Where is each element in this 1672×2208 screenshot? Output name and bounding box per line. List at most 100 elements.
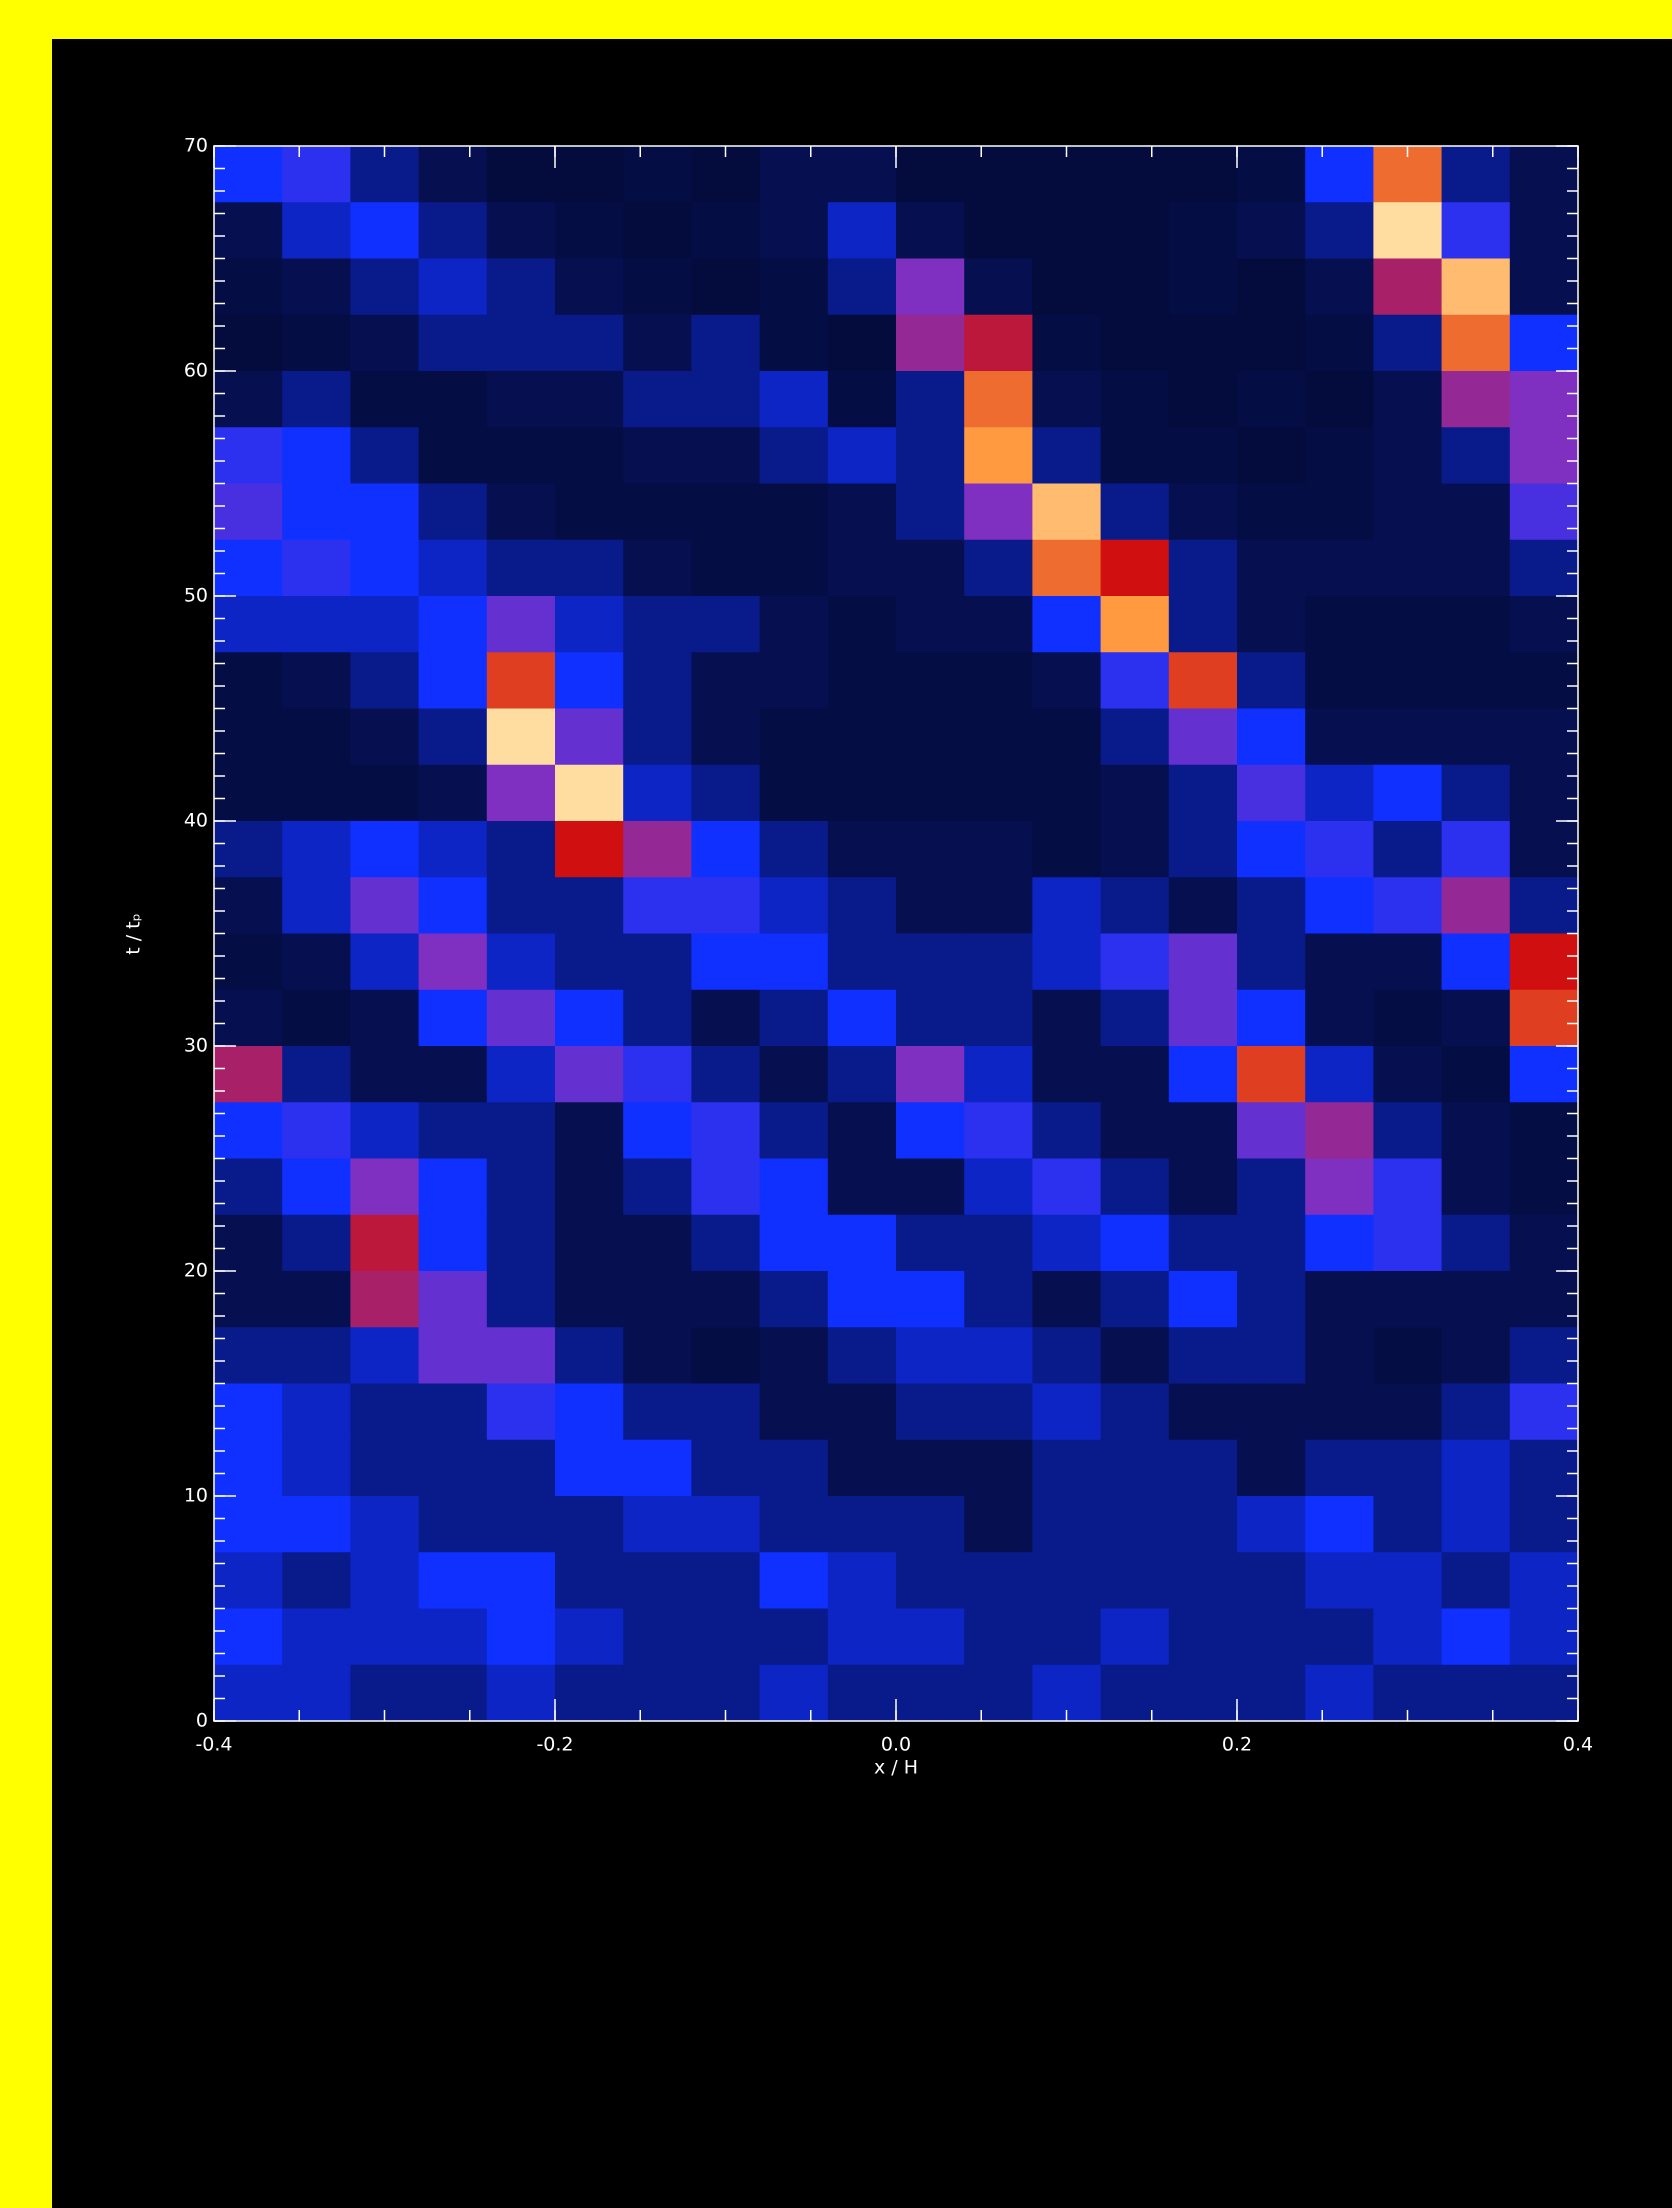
heat-cell (623, 596, 692, 653)
heat-cell (623, 1384, 692, 1441)
heat-cell (760, 315, 829, 372)
heat-cell (828, 1102, 897, 1159)
heat-cell (1101, 1215, 1170, 1272)
heat-cell (1169, 1552, 1238, 1609)
heat-cell (964, 1102, 1033, 1159)
heat-cell (964, 1552, 1033, 1609)
heat-cell (828, 146, 897, 203)
heat-cell (419, 709, 488, 766)
heat-cell (1510, 146, 1579, 203)
heat-cell (1101, 652, 1170, 709)
heat-cell (1169, 877, 1238, 934)
heat-cell (828, 315, 897, 372)
heat-cell (691, 1102, 760, 1159)
heat-cell (1305, 202, 1374, 259)
heat-cell (1510, 1384, 1579, 1441)
heat-cell (350, 1327, 419, 1384)
heat-cell (419, 484, 488, 541)
heat-cell (214, 934, 283, 991)
heat-cell (964, 1665, 1033, 1722)
heat-cell (1237, 540, 1306, 597)
heat-cell (350, 596, 419, 653)
heat-cell (555, 1102, 624, 1159)
heat-cell (691, 765, 760, 822)
heat-cell (1032, 934, 1101, 991)
heat-cell (1442, 1271, 1511, 1328)
heat-cell (623, 1665, 692, 1722)
heat-cell (828, 371, 897, 428)
heat-cell (896, 540, 965, 597)
heat-cell (282, 1384, 351, 1441)
heat-cell (214, 1440, 283, 1497)
heat-cell (1101, 259, 1170, 316)
heat-cell (282, 427, 351, 484)
heat-cell (1305, 1215, 1374, 1272)
heat-cell (1305, 709, 1374, 766)
heat-cell (896, 1665, 965, 1722)
heat-cell (214, 146, 283, 203)
heat-cell (487, 765, 556, 822)
heat-cell (555, 1159, 624, 1216)
heat-cell (350, 1046, 419, 1103)
heat-cell (1237, 1496, 1306, 1553)
heat-cell (1237, 1159, 1306, 1216)
heat-cell (828, 1609, 897, 1666)
heat-cell (282, 1552, 351, 1609)
heat-cell (487, 315, 556, 372)
heat-cell (691, 1440, 760, 1497)
heat-cell (1373, 1440, 1442, 1497)
heat-cell (760, 934, 829, 991)
heat-cell (419, 1440, 488, 1497)
heat-cell (623, 427, 692, 484)
heat-cell (1169, 709, 1238, 766)
heat-cell (282, 1046, 351, 1103)
heat-cell (896, 765, 965, 822)
heat-cell (350, 371, 419, 428)
heat-cell (1442, 1046, 1511, 1103)
heat-cell (1305, 765, 1374, 822)
heat-cell (282, 1665, 351, 1722)
heat-cell (760, 484, 829, 541)
heat-cell (350, 877, 419, 934)
heat-cell (1169, 427, 1238, 484)
y-tick-label: 0 (196, 1710, 208, 1732)
heat-cell (214, 1552, 283, 1609)
heat-cell (214, 1271, 283, 1328)
heat-cell (1442, 1102, 1511, 1159)
heat-cell (691, 1046, 760, 1103)
heat-cell (419, 821, 488, 878)
heat-cell (1442, 1552, 1511, 1609)
heat-cell (896, 371, 965, 428)
heat-cell (1101, 1271, 1170, 1328)
heat-cell (1237, 1271, 1306, 1328)
heat-cell (1510, 1496, 1579, 1553)
heat-cell (1510, 371, 1579, 428)
heat-cell (828, 1046, 897, 1103)
heat-cell (1373, 990, 1442, 1047)
heat-cell (350, 990, 419, 1047)
heat-cell (691, 259, 760, 316)
heat-cell (1442, 990, 1511, 1047)
heat-cell (964, 1327, 1033, 1384)
heat-cell (214, 652, 283, 709)
heat-cell (555, 1384, 624, 1441)
heat-cell (760, 1609, 829, 1666)
heat-cell (1442, 1665, 1511, 1722)
heat-cell (896, 259, 965, 316)
heat-cell (1101, 1102, 1170, 1159)
heat-cell (282, 371, 351, 428)
heat-cell (1032, 1440, 1101, 1497)
heat-cell (1237, 1384, 1306, 1441)
heat-cell (1442, 596, 1511, 653)
heat-cell (350, 709, 419, 766)
heat-cell (1169, 1102, 1238, 1159)
heat-cell (1373, 821, 1442, 878)
heat-cell (487, 1609, 556, 1666)
heat-cell (282, 259, 351, 316)
heat-cell (1032, 371, 1101, 428)
heat-cell (282, 1215, 351, 1272)
heat-cell (1237, 821, 1306, 878)
x-tick-label: -0.4 (195, 1734, 232, 1756)
x-tick-label: 0.4 (1563, 1734, 1593, 1756)
heat-cell (282, 990, 351, 1047)
